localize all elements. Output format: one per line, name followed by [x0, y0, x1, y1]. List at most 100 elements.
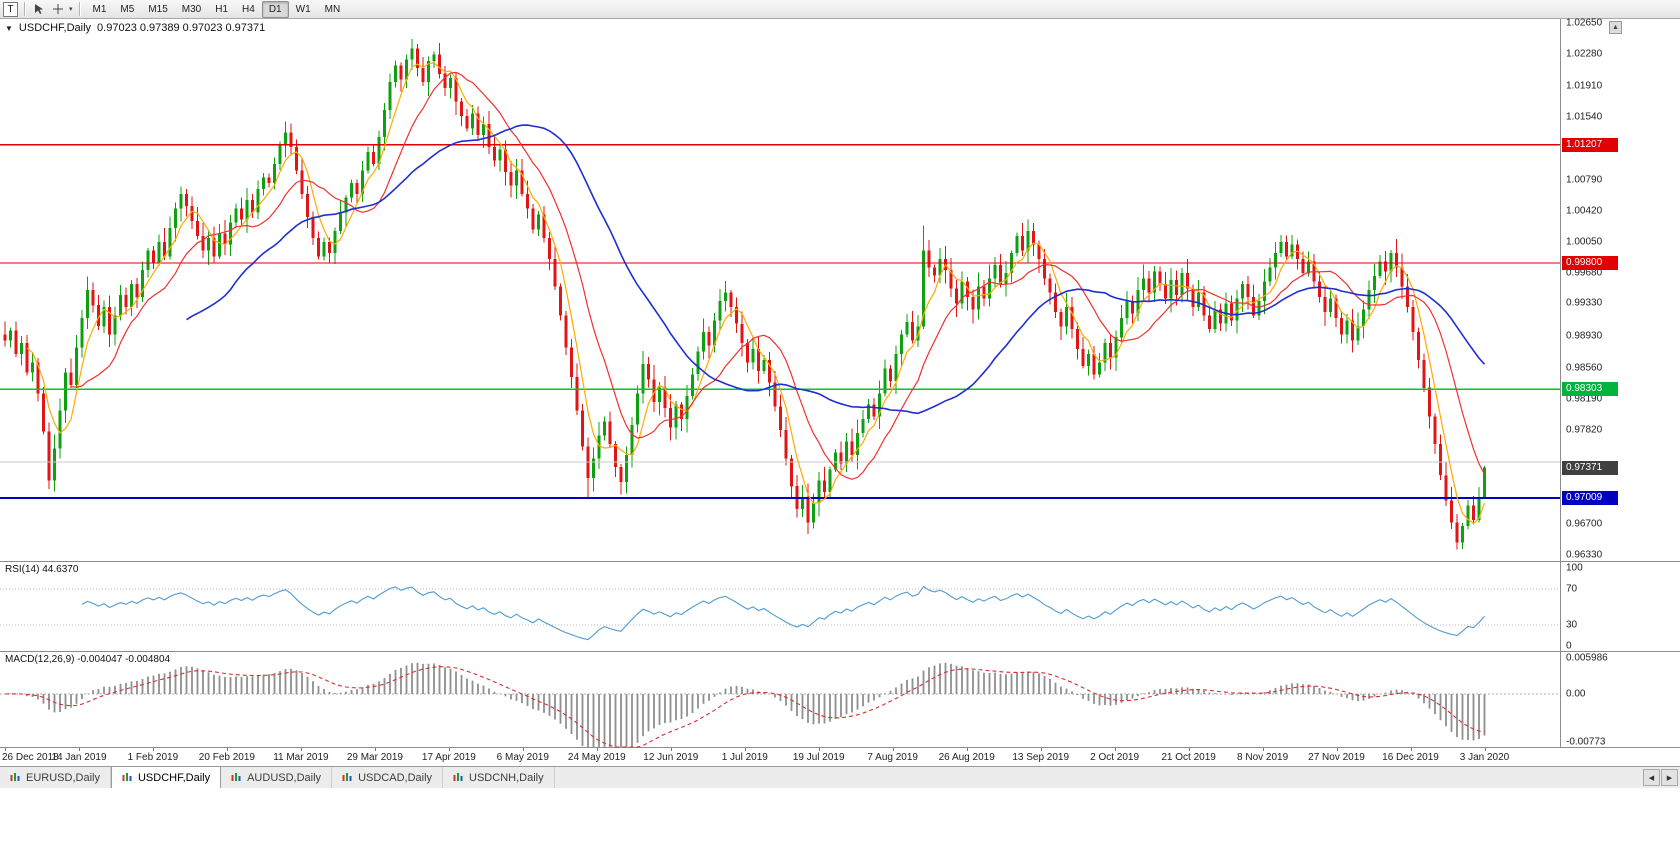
date-tick: [79, 748, 80, 751]
tab-scrollbar: ◀ ▶: [1643, 767, 1680, 788]
date-tick: [522, 748, 524, 751]
level-price-badge: 0.97009: [1562, 491, 1618, 506]
date-label: 12 Jun 2019: [643, 752, 699, 763]
price-axis-label: 1.00050: [1566, 236, 1603, 248]
date-tick: [226, 748, 228, 751]
price-axis-label: 1.02650: [1566, 17, 1603, 29]
timeframe-m1-button[interactable]: M1: [92, 3, 107, 15]
macd-plot: [0, 662, 1560, 748]
timeframe-m5-button[interactable]: M5: [120, 3, 135, 15]
date-axis[interactable]: 26 Dec 2018 14 Jan 2019 1 Feb 2019 20 Feb 2…: [0, 748, 1680, 766]
price-axis-label: 0.98190: [1566, 393, 1603, 405]
price-axis-label: 1.02280: [1566, 48, 1603, 60]
macd-axis: 0.005986 0.00 -0.00773: [1560, 652, 1680, 748]
level-price-badge: 1.01207: [1562, 137, 1618, 152]
chevron-down-icon[interactable]: ▾: [69, 6, 73, 13]
timeframe-h1-button[interactable]: H1: [215, 3, 229, 15]
chart-tab-usdchf[interactable]: USDCHF,Daily: [110, 767, 222, 788]
macd-label: MACD(12,26,9) -0.004047 -0.004804: [5, 654, 171, 665]
price-chart[interactable]: [0, 19, 1560, 562]
price-axis-label: 1.01540: [1566, 111, 1603, 123]
date-label: 2 Oct 2019: [1090, 752, 1140, 763]
date-label: 16 Dec 2019: [1382, 752, 1439, 763]
date-tick: [892, 748, 894, 751]
top-toolbar: T ▾ M1 M5 M15 M30 H1 H4 D1 W1 MN: [0, 0, 1680, 19]
date-tick: [1484, 748, 1486, 751]
price-axis[interactable]: ▲ 1.02650 1.02280 1.01910 1.01540 1.00790 1.0…: [1560, 17, 1680, 561]
date-tick: [818, 748, 820, 751]
tab-label: USDCAD,Daily: [358, 771, 433, 784]
date-tick: [1410, 748, 1412, 751]
chart-header: ▼ USDCHF,Daily 0.97023 0.97389 0.97023 0…: [5, 22, 265, 34]
timeframe-h4-button[interactable]: H4: [242, 3, 255, 15]
timeframe-w1-button[interactable]: W1: [295, 3, 311, 15]
price-axis-label: 0.98560: [1566, 362, 1603, 373]
main-chart-panel: ▼ USDCHF,Daily 0.97023 0.97389 0.97023 0…: [0, 17, 1680, 562]
toolbar-separator: [24, 2, 25, 16]
tab-label: EURUSD,Daily: [26, 771, 100, 784]
date-label: 1 Feb 2019: [127, 752, 179, 763]
ohlc-values: 0.97023 0.97389 0.97023 0.97371: [97, 22, 266, 34]
date-label: 20 Feb 2019: [198, 752, 255, 763]
date-label: 24 May 2019: [567, 752, 626, 763]
chart-tab-eurusd[interactable]: EURUSD,Daily: [0, 767, 111, 788]
tab-scroll-right-button[interactable]: ▶: [1661, 769, 1678, 786]
price-axis-label: 0.97820: [1566, 424, 1603, 436]
timeframe-d1-button[interactable]: D1: [261, 0, 289, 18]
date-tick: [966, 748, 968, 751]
tab-chart-icon: [342, 773, 352, 781]
date-label: 11 Mar 2019: [273, 752, 329, 763]
price-axis-label: 0.99680: [1566, 267, 1603, 279]
rsi-axis-label: 70: [1566, 583, 1578, 595]
date-tick: [744, 748, 746, 751]
symbol-period-label: USDCHF,Daily: [18, 22, 92, 34]
tab-chart-icon: [10, 773, 20, 781]
rsi-axis: 100 70 30 0: [1560, 562, 1680, 652]
tab-scroll-left-button[interactable]: ◀: [1643, 769, 1660, 786]
timeframe-group: M1 M5 M15 M30 H1 H4 D1 W1 MN: [86, 0, 348, 18]
tab-label: USDCHF,Daily: [137, 771, 211, 784]
level-price-badge: 0.99800: [1562, 256, 1618, 271]
chart-tab-bar: EURUSD,Daily USDCHF,Daily AUDUSD,Daily USDC…: [0, 766, 1680, 788]
timeframe-mn-button[interactable]: MN: [324, 3, 341, 15]
crosshair-icon[interactable]: [50, 2, 66, 16]
date-label: 29 Mar 2019: [346, 752, 403, 763]
tab-chart-icon: [122, 773, 132, 781]
date-label: 1 Jul 2019: [721, 752, 768, 763]
date-label: 7 Aug 2019: [867, 752, 918, 763]
price-axis-label: 0.98930: [1566, 330, 1603, 342]
price-axis-label: 0.96700: [1566, 518, 1603, 530]
date-tick: [596, 748, 598, 751]
tab-chart-icon: [453, 773, 463, 781]
date-label: 26 Aug 2019: [938, 752, 995, 763]
macd-axis-label: 0.005986: [1566, 652, 1608, 664]
scroll-up-button[interactable]: ▲: [1609, 21, 1622, 34]
cursor-icon[interactable]: [31, 2, 47, 16]
price-axis-label: 0.96330: [1566, 549, 1603, 561]
date-label: 6 May 2019: [496, 752, 549, 763]
price-axis-label: 0.99330: [1566, 297, 1603, 309]
timeframe-m30-button[interactable]: M30: [181, 3, 202, 15]
chart-tab-usdcad[interactable]: USDCAD,Daily: [332, 767, 444, 788]
tab-chart-icon: [231, 773, 241, 781]
rsi-panel: RSI(14) 44.6370 100 70 30 0: [0, 562, 1680, 652]
date-tick: [1188, 748, 1190, 751]
rsi-plot: [0, 585, 1560, 641]
date-label: 19 Jul 2019: [792, 752, 845, 763]
price-axis-label: 1.00420: [1566, 205, 1603, 217]
date-tick: [5, 748, 6, 751]
date-tick: [300, 748, 302, 751]
date-tick: [448, 748, 450, 751]
date-label: 8 Nov 2019: [1237, 752, 1289, 763]
macd-axis-label: -0.00773: [1566, 736, 1606, 748]
date-label: 27 Nov 2019: [1308, 752, 1365, 763]
chart-tab-audusd[interactable]: AUDUSD,Daily: [221, 767, 333, 788]
timeframe-m15-button[interactable]: M15: [148, 3, 168, 15]
bottom-filler: [0, 788, 1680, 841]
date-label: 21 Oct 2019: [1161, 752, 1216, 763]
symbol-dropdown-icon[interactable]: ▼: [5, 23, 13, 33]
chart-tab-usdcnh[interactable]: USDCNH,Daily: [443, 767, 555, 788]
t-tool-button[interactable]: T: [3, 1, 18, 17]
toolbar-separator: [78, 2, 80, 16]
date-tick: [1336, 748, 1338, 751]
